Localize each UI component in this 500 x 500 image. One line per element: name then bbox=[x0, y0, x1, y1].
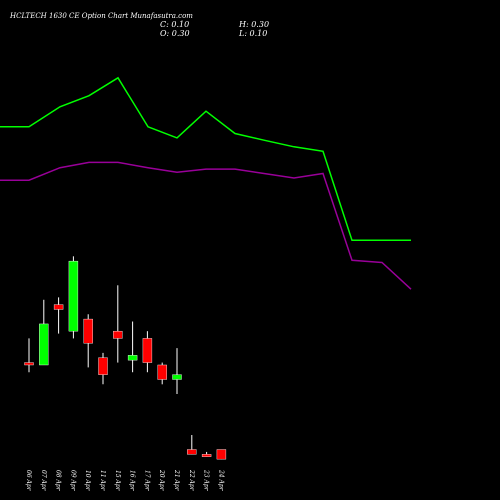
x-tick-label: 09 Apr bbox=[69, 470, 76, 492]
candle bbox=[83, 314, 93, 368]
candle-body bbox=[187, 449, 197, 455]
candle-body bbox=[127, 355, 138, 361]
low-value: L: 0.10 bbox=[239, 29, 268, 38]
x-tick-label: 24 Apr bbox=[217, 469, 224, 492]
candle bbox=[142, 331, 153, 373]
candle-body bbox=[172, 374, 182, 380]
candle-body bbox=[98, 357, 108, 375]
x-tick-label: 23 Apr bbox=[203, 469, 210, 492]
candle bbox=[53, 297, 64, 334]
candle bbox=[39, 299, 49, 366]
overlay-line-1 bbox=[0, 76, 411, 242]
x-tick-label: 16 Apr bbox=[129, 470, 136, 492]
candle bbox=[98, 352, 108, 385]
overlay-line-2 bbox=[0, 161, 412, 290]
candle-body bbox=[83, 318, 93, 344]
candle-body bbox=[201, 454, 212, 457]
candle-body bbox=[39, 323, 49, 366]
high-value: H: 0.30 bbox=[239, 20, 270, 29]
candles bbox=[24, 256, 227, 460]
open-value: O: 0.30 bbox=[160, 29, 190, 38]
x-tick-label: 10 Apr bbox=[84, 470, 91, 492]
candle-body bbox=[68, 260, 79, 332]
candle-body bbox=[53, 304, 64, 310]
x-tick-label: 20 Apr bbox=[158, 469, 165, 492]
candle bbox=[157, 362, 167, 385]
close-value: C: 0.10 bbox=[160, 20, 190, 29]
candle bbox=[216, 449, 227, 460]
x-axis-ticks: 06 Apr 07 Apr 08 Apr 09 Apr 10 Apr 11 Apr 15 A… bbox=[25, 469, 224, 492]
x-tick-label: 11 Apr bbox=[99, 470, 106, 492]
x-tick-label: 22 Apr bbox=[188, 469, 195, 492]
candle-body bbox=[24, 362, 34, 366]
candle-body bbox=[113, 330, 123, 339]
candle-body bbox=[142, 338, 153, 363]
x-tick-label: 08 Apr bbox=[55, 470, 62, 492]
x-tick-label: 15 Apr bbox=[114, 470, 121, 492]
candle bbox=[201, 451, 212, 457]
x-tick-label: 17 Apr bbox=[143, 470, 150, 492]
candle bbox=[172, 348, 182, 394]
candle bbox=[127, 321, 138, 373]
x-tick-label: 06 Apr bbox=[25, 470, 32, 492]
candle bbox=[24, 338, 34, 373]
x-tick-label: 21 Apr bbox=[173, 469, 180, 492]
candle bbox=[68, 256, 79, 339]
candle-body bbox=[216, 449, 227, 460]
candle bbox=[187, 435, 197, 455]
candle-body bbox=[157, 364, 167, 380]
overlay-lines bbox=[0, 76, 412, 290]
x-tick-label: 07 Apr bbox=[40, 470, 47, 492]
chart-title: HCLTECH 1630 CE Option Chart Munafasutra… bbox=[10, 12, 193, 20]
candle bbox=[113, 285, 123, 363]
